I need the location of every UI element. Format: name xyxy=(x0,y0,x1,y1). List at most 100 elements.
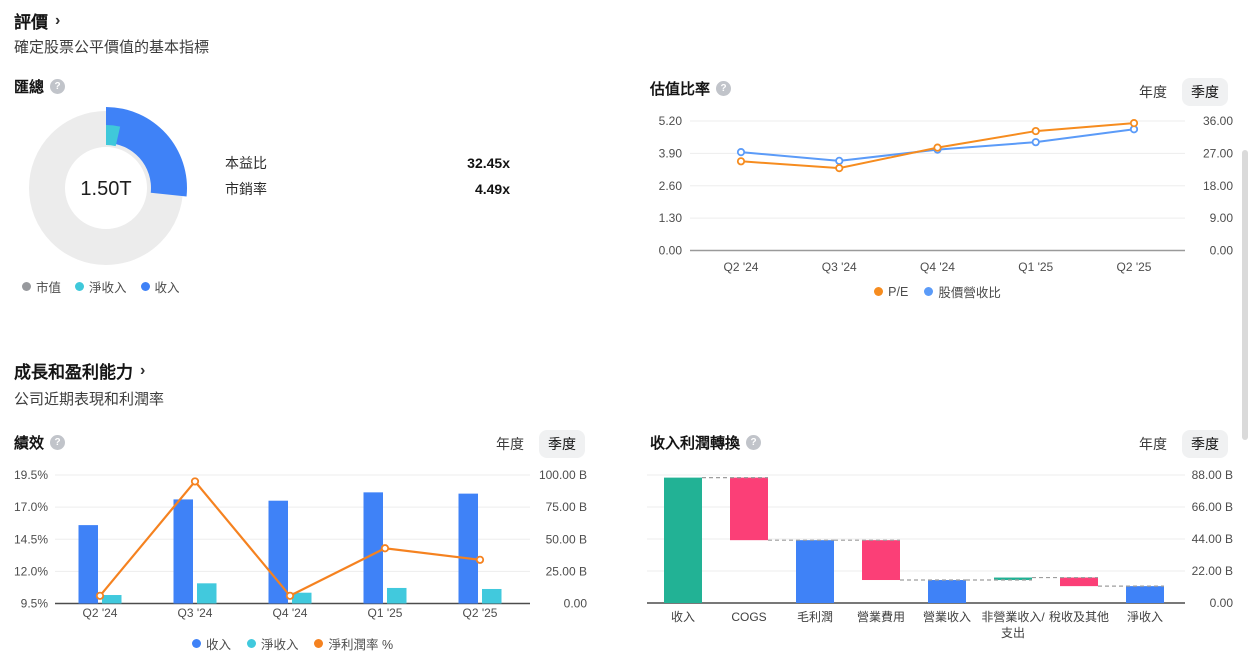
donut-segment-淨收入[interactable] xyxy=(106,125,121,147)
axis-tick-label: 19.5% xyxy=(14,468,48,482)
section-title-growth: 成長和盈利能力 xyxy=(14,363,133,382)
help-icon[interactable]: ? xyxy=(746,435,762,450)
chevron-right-icon: › xyxy=(140,361,146,379)
axis-tick-label: 0.00 xyxy=(659,244,683,258)
bar-淨收入[interactable] xyxy=(292,592,312,604)
axis-tick-label: 25.00 B xyxy=(546,564,587,578)
data-point-marker[interactable] xyxy=(835,164,844,173)
data-point-marker[interactable] xyxy=(933,143,942,152)
axis-tick-label: 1.30 xyxy=(659,211,683,225)
legend-label: 收入 xyxy=(205,638,231,652)
x-axis-label: Q2 '24 xyxy=(724,260,759,274)
scrollbar-thumb[interactable] xyxy=(1242,150,1248,440)
axis-tick-label: 0.00 xyxy=(1210,596,1234,610)
waterfall-bar-稅收及其他[interactable] xyxy=(1060,577,1098,587)
metric-value: 32.45x xyxy=(467,155,510,171)
bar-收入[interactable] xyxy=(458,493,479,604)
performance-chart: 19.5% 100.00 B 17.0% 75.00 B 14.5% 50.00 B 12.… xyxy=(14,468,587,620)
axis-tick-label: 18.00 xyxy=(1203,179,1233,193)
tab-quarterly[interactable]: 季度 xyxy=(1182,430,1228,458)
tab-annual[interactable]: 年度 xyxy=(1139,84,1167,100)
data-point-marker[interactable] xyxy=(190,477,200,486)
legend-item[interactable]: 淨收入 xyxy=(246,634,299,653)
bar-收入[interactable] xyxy=(268,500,289,604)
tab-annual[interactable]: 年度 xyxy=(1139,436,1167,452)
bar-淨收入[interactable] xyxy=(482,588,502,604)
axis-tick-label: 66.00 B xyxy=(1192,500,1233,514)
bar-淨收入[interactable] xyxy=(197,583,217,604)
valuation-period-tabs: 年度 季度 xyxy=(1130,78,1228,106)
axis-tick-label: 36.00 xyxy=(1203,114,1233,128)
bar-收入[interactable] xyxy=(78,525,99,604)
summary-title-text: 匯總 xyxy=(14,79,45,96)
waterfall-bar-收入[interactable] xyxy=(664,477,702,603)
axis-tick-label: 22.00 B xyxy=(1192,564,1233,578)
metric-value: 4.49x xyxy=(474,181,510,197)
legend-item[interactable]: 市值 xyxy=(22,277,61,296)
legend-item[interactable]: 收入 xyxy=(140,277,180,296)
donut-segment-收入[interactable] xyxy=(106,107,187,197)
bar-收入[interactable] xyxy=(363,492,384,604)
bar-淨收入[interactable] xyxy=(102,595,122,604)
data-point-marker[interactable] xyxy=(1031,138,1040,147)
axis-tick-label: 5.20 xyxy=(659,114,683,128)
data-point-marker[interactable] xyxy=(475,555,485,564)
x-axis-label: COGS xyxy=(731,610,766,624)
legend-item[interactable]: 收入 xyxy=(191,634,231,653)
legend-item[interactable]: 淨利潤率 % xyxy=(314,634,393,653)
x-axis-label: 非營業收入/ xyxy=(981,610,1045,624)
axis-tick-label: 50.00 B xyxy=(546,532,587,546)
data-point-marker[interactable] xyxy=(835,156,844,165)
help-icon[interactable]: ? xyxy=(50,79,66,94)
section-subtitle-valuation: 確定股票公平價值的基本指標 xyxy=(14,39,210,56)
section-link-growth[interactable]: 成長和盈利能力 › xyxy=(14,358,145,383)
performance-title-text: 績效 xyxy=(14,435,45,452)
section-link-valuation[interactable]: 評價 › xyxy=(14,8,60,33)
data-point-marker[interactable] xyxy=(285,591,295,600)
waterfall-bar-營業費用[interactable] xyxy=(862,540,900,581)
waterfall-bar-淨收入[interactable] xyxy=(1126,586,1164,603)
axis-tick-label: 9.00 xyxy=(1210,211,1234,225)
tab-annual[interactable]: 年度 xyxy=(496,436,524,452)
legend-item[interactable]: 淨收入 xyxy=(75,277,127,296)
help-icon[interactable]: ? xyxy=(50,435,66,450)
waterfall-bar-COGS[interactable] xyxy=(730,477,768,541)
waterfall-bar-非營業收入/支出[interactable] xyxy=(994,577,1032,581)
data-point-marker[interactable] xyxy=(736,157,746,166)
x-axis-label: Q1 '25 xyxy=(368,606,403,620)
valuation-ratios-chart: 5.20 36.00 3.90 27.00 2.60 18.00 1.30 9.00 0.00 0… xyxy=(659,114,1234,274)
data-point-marker[interactable] xyxy=(1031,126,1040,136)
profit-conversion-period-tabs: 年度 季度 xyxy=(1130,430,1228,458)
axis-tick-label: 75.00 B xyxy=(546,500,587,514)
legend-dot-icon xyxy=(246,639,256,648)
profit-conversion-card-title: 收入利潤轉換 ? xyxy=(650,432,762,453)
tab-quarterly[interactable]: 季度 xyxy=(539,430,585,458)
waterfall-bar-營業收入[interactable] xyxy=(928,580,966,603)
data-point-marker[interactable] xyxy=(380,544,390,553)
profit-conversion-waterfall-chart: 88.00 B 66.00 B 44.00 B 22.00 B 0.00 收入 COGS 毛利… xyxy=(647,468,1234,640)
help-icon[interactable]: ? xyxy=(716,81,732,96)
tab-quarterly[interactable]: 季度 xyxy=(1182,78,1228,106)
legend-dot-icon xyxy=(924,287,934,296)
axis-tick-label: 100.00 B xyxy=(539,468,587,482)
metric-row-ps: 市銷率 4.49x xyxy=(225,176,510,202)
bar-收入[interactable] xyxy=(173,499,194,604)
legend-label: 淨利潤率 % xyxy=(328,638,394,652)
legend-label: 淨收入 xyxy=(260,638,299,652)
data-point-marker[interactable] xyxy=(736,148,746,157)
data-point-marker[interactable] xyxy=(95,591,105,600)
market-cap-donut-chart: 1.50T xyxy=(29,107,187,265)
legend-label: 淨收入 xyxy=(89,281,127,295)
legend-dot-icon xyxy=(874,287,884,296)
x-axis-label: Q4 '24 xyxy=(273,606,308,620)
bar-淨收入[interactable] xyxy=(387,587,407,604)
x-axis-label: Q3 '24 xyxy=(822,260,857,274)
waterfall-bar-毛利潤[interactable] xyxy=(796,540,834,603)
axis-tick-label: 12.0% xyxy=(14,564,48,578)
legend-item[interactable]: P/E xyxy=(874,285,908,299)
legend-label: 股價營收比 xyxy=(938,286,1001,300)
axis-tick-label: 44.00 B xyxy=(1192,532,1233,546)
legend-item[interactable]: 股價營收比 xyxy=(924,282,1001,301)
data-point-marker[interactable] xyxy=(1129,119,1139,128)
